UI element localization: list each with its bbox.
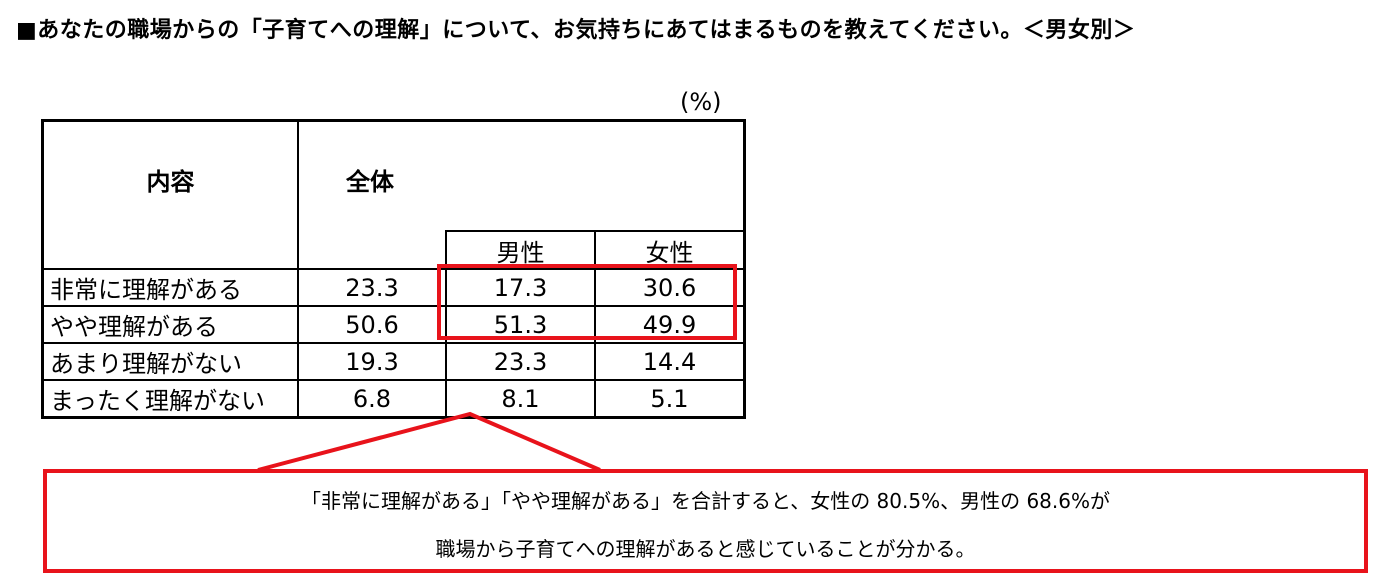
cell-male: 17.3 [445, 268, 596, 307]
header-male: 男性 [445, 230, 596, 270]
table-row: あまり理解がない 19.3 23.3 14.4 [41, 342, 746, 381]
summary-note-line2: 職場から子育てへの理解があると感じていることが分かる。 [435, 537, 976, 561]
summary-note-line1: 「非常に理解がある」「やや理解がある」を合計すると、女性の 80.5%、男性の … [301, 489, 1110, 513]
cell-total: 50.6 [297, 305, 447, 344]
row-label: やや理解がある [41, 305, 299, 344]
header-content: 内容 [41, 119, 299, 270]
cell-female: 5.1 [594, 379, 746, 419]
cell-total: 6.8 [297, 379, 447, 419]
unit-label: (%) [680, 88, 722, 116]
header-female: 女性 [594, 230, 746, 270]
cell-total: 23.3 [297, 268, 447, 307]
header-blank [446, 119, 746, 232]
summary-note: 「非常に理解がある」「やや理解がある」を合計すると、女性の 80.5%、男性の … [43, 469, 1368, 573]
cell-total: 19.3 [297, 342, 447, 381]
highlight-box [437, 264, 737, 340]
table-row: 非常に理解がある 23.3 17.3 30.6 [41, 268, 746, 307]
page-title: ■あなたの職場からの「子育てへの理解」について、お気持ちにあてはまるものを教えて… [16, 18, 1136, 43]
cell-male: 23.3 [445, 342, 596, 381]
header-total: 全体 [297, 119, 446, 231]
row-label: 非常に理解がある [41, 268, 299, 307]
table-row: まったく理解がない 6.8 8.1 5.1 [41, 379, 746, 419]
row-label: あまり理解がない [41, 342, 299, 381]
results-table: 内容 全体 男性 女性 非常に理解がある 23.3 17.3 30.6 やや理解… [41, 119, 746, 419]
row-label: まったく理解がない [41, 379, 299, 419]
cell-female: 30.6 [594, 268, 746, 307]
header-total-under [297, 231, 447, 270]
cell-female: 14.4 [594, 342, 746, 381]
cell-male: 8.1 [445, 379, 596, 419]
